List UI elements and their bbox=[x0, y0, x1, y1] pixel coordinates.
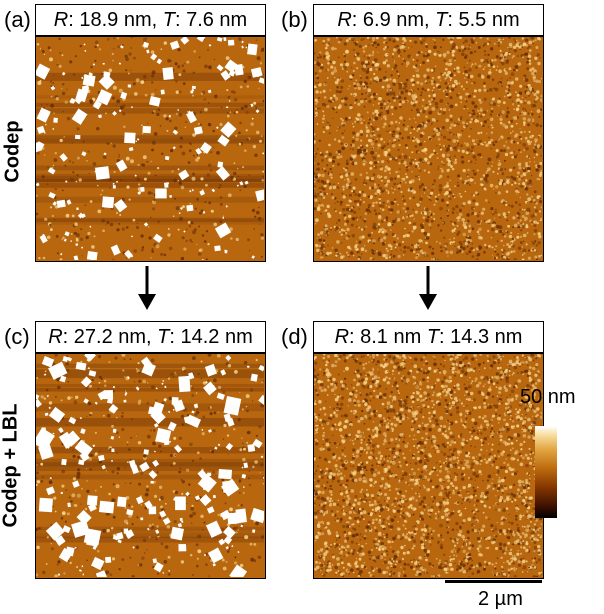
afm-image-d-texture bbox=[314, 354, 542, 577]
afm-image-b bbox=[313, 36, 544, 262]
panel-b-caption: R: 6.9 nm, T: 5.5 nm bbox=[313, 4, 544, 36]
thickness-symbol: T bbox=[157, 326, 170, 348]
down-arrow-icon bbox=[138, 266, 156, 310]
afm-image-c bbox=[35, 353, 266, 579]
thickness-symbol: T bbox=[162, 9, 175, 31]
roughness-value: : 6.9 nm, bbox=[351, 9, 436, 31]
thickness-symbol: T bbox=[435, 9, 448, 31]
panel-d-caption: R: 8.1 nm T: 14.3 nm bbox=[313, 321, 544, 353]
thickness-value: : 7.6 nm bbox=[174, 9, 248, 31]
panel-c-caption: R: 27.2 nm, T: 14.2 nm bbox=[35, 321, 266, 353]
thickness-value: : 5.5 nm bbox=[447, 9, 520, 31]
afm-image-a-texture bbox=[36, 37, 264, 260]
afm-image-d bbox=[313, 353, 544, 579]
afm-image-b-texture bbox=[314, 37, 542, 260]
panel-a-caption: R: 18.9 nm, T: 7.6 nm bbox=[35, 4, 266, 36]
row-label-codep-lbl: Codep + LBL bbox=[0, 403, 22, 528]
afm-image-c-texture bbox=[36, 354, 264, 577]
panel-d-label: (d) bbox=[281, 324, 308, 349]
afm-image-a bbox=[35, 36, 266, 262]
down-arrow-icon bbox=[419, 266, 437, 310]
roughness-symbol: R bbox=[53, 9, 69, 31]
thickness-symbol: T bbox=[426, 326, 440, 348]
height-colorbar bbox=[535, 426, 557, 518]
scale-bar-label: 2 µm bbox=[478, 588, 523, 610]
panel-a-label: (a) bbox=[4, 7, 31, 32]
panel-b-label: (b) bbox=[281, 7, 308, 32]
roughness-value: : 27.2 nm, bbox=[62, 326, 158, 348]
thickness-value: : 14.2 nm bbox=[169, 326, 253, 348]
scale-bar bbox=[445, 580, 542, 583]
roughness-symbol: R bbox=[337, 9, 352, 31]
roughness-value: : 8.1 nm bbox=[349, 326, 427, 348]
roughness-symbol: R bbox=[48, 326, 63, 348]
roughness-symbol: R bbox=[334, 326, 350, 348]
row-label-codep: Codep bbox=[1, 120, 24, 183]
panel-c-label: (c) bbox=[4, 324, 30, 349]
colorbar-max-label: 50 nm bbox=[520, 386, 576, 408]
thickness-value: : 14.3 nm bbox=[439, 326, 523, 348]
roughness-value: : 18.9 nm, bbox=[68, 9, 163, 31]
